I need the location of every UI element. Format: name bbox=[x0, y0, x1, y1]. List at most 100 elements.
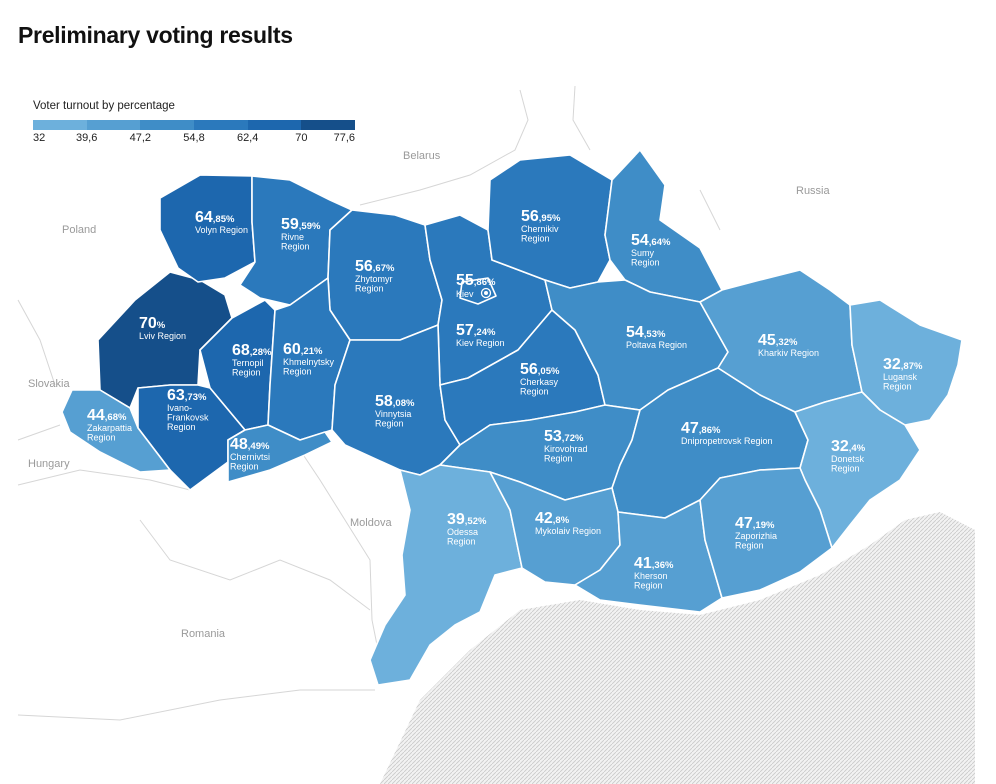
turnout-value-decimal: ,05% bbox=[538, 366, 560, 377]
country-label-slovakia: Slovakia bbox=[28, 378, 70, 390]
turnout-value-integer: 53 bbox=[544, 428, 562, 445]
turnout-value-decimal: ,72% bbox=[562, 433, 584, 444]
legend-tick-label: 39,6 bbox=[75, 132, 98, 144]
neighbour-borders bbox=[17, 85, 721, 721]
region-label-volyn: 64,85%Volyn Region bbox=[195, 209, 248, 235]
turnout-value-integer: 32 bbox=[831, 438, 849, 455]
turnout-value-integer: 41 bbox=[634, 555, 652, 572]
turnout-value: 39,52% bbox=[447, 511, 487, 528]
region-name: Poltava Region bbox=[626, 340, 687, 350]
turnout-value-decimal: ,24% bbox=[474, 327, 496, 338]
turnout-value-decimal: ,19% bbox=[753, 520, 775, 531]
turnout-value-decimal: ,4% bbox=[849, 443, 866, 454]
turnout-value-integer: 56 bbox=[521, 208, 539, 225]
turnout-value: 32,4% bbox=[831, 438, 866, 455]
legend: Voter turnout by percentage 32 39,6 47,2 54… bbox=[33, 100, 356, 148]
legend-tick-label: 47,2 bbox=[129, 132, 152, 144]
turnout-value: 64,85% bbox=[195, 209, 235, 226]
turnout-value: 56,05% bbox=[520, 361, 560, 378]
region-sumy[interactable] bbox=[604, 149, 723, 303]
region-label-kharkiv: 45,32%Kharkiv Region bbox=[758, 332, 819, 358]
region-name: Region bbox=[735, 541, 764, 551]
turnout-value: 54,64% bbox=[631, 232, 671, 249]
region-name: Ternopil bbox=[232, 358, 264, 368]
region-kherson[interactable] bbox=[574, 499, 723, 613]
turnout-value-decimal: % bbox=[157, 320, 166, 331]
legend-swatch bbox=[194, 120, 248, 130]
turnout-value-decimal: ,08% bbox=[393, 398, 415, 409]
region-label-kievcity: 55,86%Kiev bbox=[456, 272, 496, 299]
turnout-value-integer: 68 bbox=[232, 342, 250, 359]
country-labels: Belarus Russia Poland Slovakia Hungary M… bbox=[28, 150, 831, 640]
turnout-value: 60,21% bbox=[283, 341, 323, 358]
region-name: Chernikiv bbox=[521, 224, 559, 234]
region-name: Volyn Region bbox=[195, 225, 248, 235]
region-label-kievreg: 57,24%Kiev Region bbox=[456, 322, 505, 348]
legend-ticks: 32 39,6 47,2 54,8 62,4 70 77,6 bbox=[33, 132, 355, 148]
turnout-value-integer: 56 bbox=[520, 361, 538, 378]
region-luhansk[interactable] bbox=[849, 299, 963, 426]
turnout-value: 41,36% bbox=[634, 555, 674, 572]
region-label-lviv: 70%Lviv Region bbox=[139, 315, 186, 341]
turnout-value-integer: 59 bbox=[281, 216, 299, 233]
legend-swatch bbox=[301, 120, 356, 130]
region-label-poltava: 54,53%Poltava Region bbox=[626, 324, 687, 350]
turnout-value-decimal: ,87% bbox=[901, 361, 923, 372]
turnout-value-decimal: ,53% bbox=[644, 329, 666, 340]
turnout-value-decimal: ,49% bbox=[248, 441, 270, 452]
region-name: Region bbox=[232, 368, 261, 378]
turnout-value-decimal: ,86% bbox=[699, 425, 721, 436]
legend-caption: Voter turnout by percentage bbox=[33, 100, 175, 112]
country-label-hungary: Hungary bbox=[28, 458, 70, 470]
country-label-belarus: Belarus bbox=[403, 150, 441, 162]
region-name: Region bbox=[375, 419, 404, 429]
region-zaporizhia[interactable] bbox=[699, 467, 833, 599]
turnout-value-integer: 57 bbox=[456, 322, 474, 339]
hatched-area bbox=[380, 512, 975, 784]
turnout-value: 53,72% bbox=[544, 428, 584, 445]
turnout-value-decimal: ,36% bbox=[652, 560, 674, 571]
region-name: Kharkiv Region bbox=[758, 348, 819, 358]
region-name: Vinnytsia bbox=[375, 409, 411, 419]
turnout-value: 57,24% bbox=[456, 322, 496, 339]
region-name: Sumy bbox=[631, 248, 655, 258]
region-name: Region bbox=[283, 367, 312, 377]
region-name: Rivne bbox=[281, 232, 304, 242]
region-name: Zaporizhia bbox=[735, 531, 777, 541]
region-name: Ivano- bbox=[167, 403, 192, 413]
region-name: Region bbox=[883, 382, 912, 392]
kiev-city-marker-icon bbox=[480, 287, 492, 299]
region-name: Kirovohrad bbox=[544, 444, 588, 454]
region-volyn[interactable] bbox=[159, 174, 256, 283]
turnout-value: 47,19% bbox=[735, 515, 775, 532]
region-name: Region bbox=[521, 234, 550, 244]
region-odessa[interactable] bbox=[369, 464, 523, 686]
region-name: Region bbox=[634, 581, 663, 591]
region-name: Region bbox=[544, 454, 573, 464]
turnout-value-decimal: ,68% bbox=[105, 412, 127, 423]
turnout-value-decimal: ,59% bbox=[299, 221, 321, 232]
turnout-value: 42,8% bbox=[535, 510, 570, 527]
legend-swatch bbox=[33, 120, 87, 130]
region-name: Kherson bbox=[634, 571, 668, 581]
turnout-value-integer: 45 bbox=[758, 332, 776, 349]
region-zakarpattia[interactable] bbox=[61, 389, 171, 473]
turnout-value-integer: 58 bbox=[375, 393, 393, 410]
turnout-value-decimal: ,85% bbox=[213, 214, 235, 225]
region-chernivtsi[interactable] bbox=[227, 424, 333, 483]
turnout-value-integer: 54 bbox=[631, 232, 649, 249]
turnout-value-integer: 32 bbox=[883, 356, 901, 373]
turnout-value-integer: 70 bbox=[139, 315, 157, 332]
turnout-value: 56,95% bbox=[521, 208, 561, 225]
